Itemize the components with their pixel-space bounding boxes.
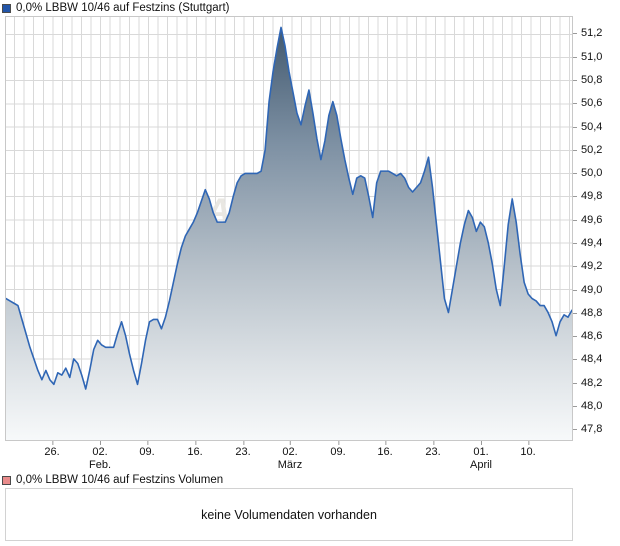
volume-legend[interactable]: 0,0% LBBW 10/46 auf Festzins Volumen xyxy=(2,473,223,487)
x-tick-mark xyxy=(384,441,386,445)
x-tick-mark xyxy=(242,441,244,445)
y-tick-label: 48,6 xyxy=(581,330,603,343)
y-tick-label: 49,8 xyxy=(581,190,603,203)
x-tick-mark xyxy=(289,441,291,445)
y-tick-label: 48,2 xyxy=(581,376,603,389)
y-tick-label: 49,2 xyxy=(581,260,603,273)
x-tick-mark xyxy=(527,441,529,445)
price-legend[interactable]: 0,0% LBBW 10/46 auf Festzins (Stuttgart) xyxy=(2,1,230,15)
y-tick-mark xyxy=(573,219,577,221)
x-tick-day: 09. xyxy=(330,446,346,458)
x-tick-mark xyxy=(194,441,196,445)
y-axis: 51,2 51,0 50,8 50,6 50,4 50,2 50,0 49,8 49,6 49,4… xyxy=(573,16,620,441)
x-axis-tick: 16. xyxy=(377,441,393,458)
x-axis-tick: 09. xyxy=(330,441,346,458)
y-tick-mark xyxy=(573,266,577,268)
y-tick-label: 49,4 xyxy=(581,237,603,250)
x-tick-month: April xyxy=(469,459,493,471)
y-tick-mark xyxy=(573,382,577,384)
y-tick-mark xyxy=(573,103,577,105)
x-tick-day: 02. xyxy=(282,446,298,458)
x-tick-day: 23. xyxy=(425,446,441,458)
x-tick-mark xyxy=(146,441,148,445)
x-tick-day: 01. xyxy=(473,446,489,458)
price-legend-swatch xyxy=(2,3,11,13)
y-tick-mark xyxy=(573,173,577,175)
y-tick-mark xyxy=(573,359,577,361)
x-tick-day: 16. xyxy=(187,446,203,458)
y-tick-label: 47,8 xyxy=(581,423,603,436)
price-line xyxy=(6,26,572,390)
y-tick-label: 48,0 xyxy=(581,400,603,413)
y-tick-mark xyxy=(573,80,577,82)
x-tick-day: 02. xyxy=(92,446,108,458)
y-tick-label: 48,8 xyxy=(581,306,603,319)
price-legend-label: 0,0% LBBW 10/46 auf Festzins (Stuttgart) xyxy=(16,2,230,14)
y-tick-mark xyxy=(573,406,577,408)
y-tick-mark xyxy=(573,289,577,291)
y-tick-label: 49,0 xyxy=(581,283,603,296)
x-axis-tick: 26. xyxy=(44,441,60,458)
x-tick-mark xyxy=(432,441,434,445)
x-tick-day: 23. xyxy=(235,446,251,458)
x-axis-tick: 23. xyxy=(235,441,251,458)
volume-empty-message: keine Volumendaten vorhanden xyxy=(201,507,377,522)
x-axis-tick: 23. xyxy=(425,441,441,458)
x-tick-day: 26. xyxy=(44,446,60,458)
y-tick-label: 51,0 xyxy=(581,50,603,63)
x-tick-month: Feb. xyxy=(88,459,112,471)
x-axis-tick: 01. April xyxy=(470,441,492,471)
x-axis: 26. 02. Feb. 09. 16. 23. 02. März 09. 16. 23. 01. Ap… xyxy=(0,441,620,471)
y-tick-label: 50,0 xyxy=(581,167,603,180)
y-tick-label: 50,6 xyxy=(581,97,603,110)
x-tick-month: März xyxy=(277,459,303,471)
y-tick-label: 48,4 xyxy=(581,353,603,366)
y-tick-mark xyxy=(573,336,577,338)
y-tick-mark xyxy=(573,312,577,314)
y-tick-label: 51,2 xyxy=(581,27,603,40)
y-tick-mark xyxy=(573,33,577,35)
x-axis-tick: 02. Feb. xyxy=(89,441,111,471)
y-tick-mark xyxy=(573,56,577,58)
volume-legend-label: 0,0% LBBW 10/46 auf Festzins Volumen xyxy=(16,474,224,486)
x-axis-tick: 16. xyxy=(187,441,203,458)
y-tick-mark xyxy=(573,149,577,151)
x-axis-tick: 10. xyxy=(520,441,536,458)
x-tick-day: 16. xyxy=(377,446,393,458)
x-tick-day: 10. xyxy=(520,446,536,458)
price-chart-panel[interactable]: AKT xyxy=(5,16,573,441)
y-tick-label: 49,6 xyxy=(581,213,603,226)
y-tick-label: 50,8 xyxy=(581,74,603,87)
volume-legend-swatch xyxy=(2,475,11,485)
y-tick-mark xyxy=(573,126,577,128)
x-tick-day: 09. xyxy=(139,446,155,458)
y-tick-mark xyxy=(573,429,577,431)
x-tick-mark xyxy=(337,441,339,445)
y-tick-mark xyxy=(573,196,577,198)
x-axis-tick: 02. März xyxy=(278,441,302,471)
x-tick-mark xyxy=(51,441,53,445)
y-tick-mark xyxy=(573,243,577,245)
volume-chart-panel: keine Volumendaten vorhanden xyxy=(5,488,573,541)
price-chart-svg: AKT xyxy=(6,17,572,440)
x-tick-mark xyxy=(480,441,482,445)
price-area-fill xyxy=(6,27,572,440)
y-tick-label: 50,2 xyxy=(581,143,603,156)
x-tick-mark xyxy=(99,441,101,445)
y-tick-label: 50,4 xyxy=(581,120,603,133)
x-axis-tick: 09. xyxy=(139,441,155,458)
